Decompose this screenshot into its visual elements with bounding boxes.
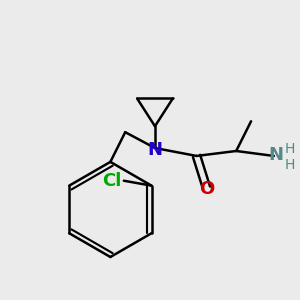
Text: Cl: Cl	[102, 172, 122, 190]
Text: H: H	[284, 158, 295, 172]
Text: N: N	[148, 141, 163, 159]
Text: O: O	[199, 180, 214, 198]
Text: H: H	[284, 142, 295, 156]
Text: N: N	[268, 146, 283, 164]
